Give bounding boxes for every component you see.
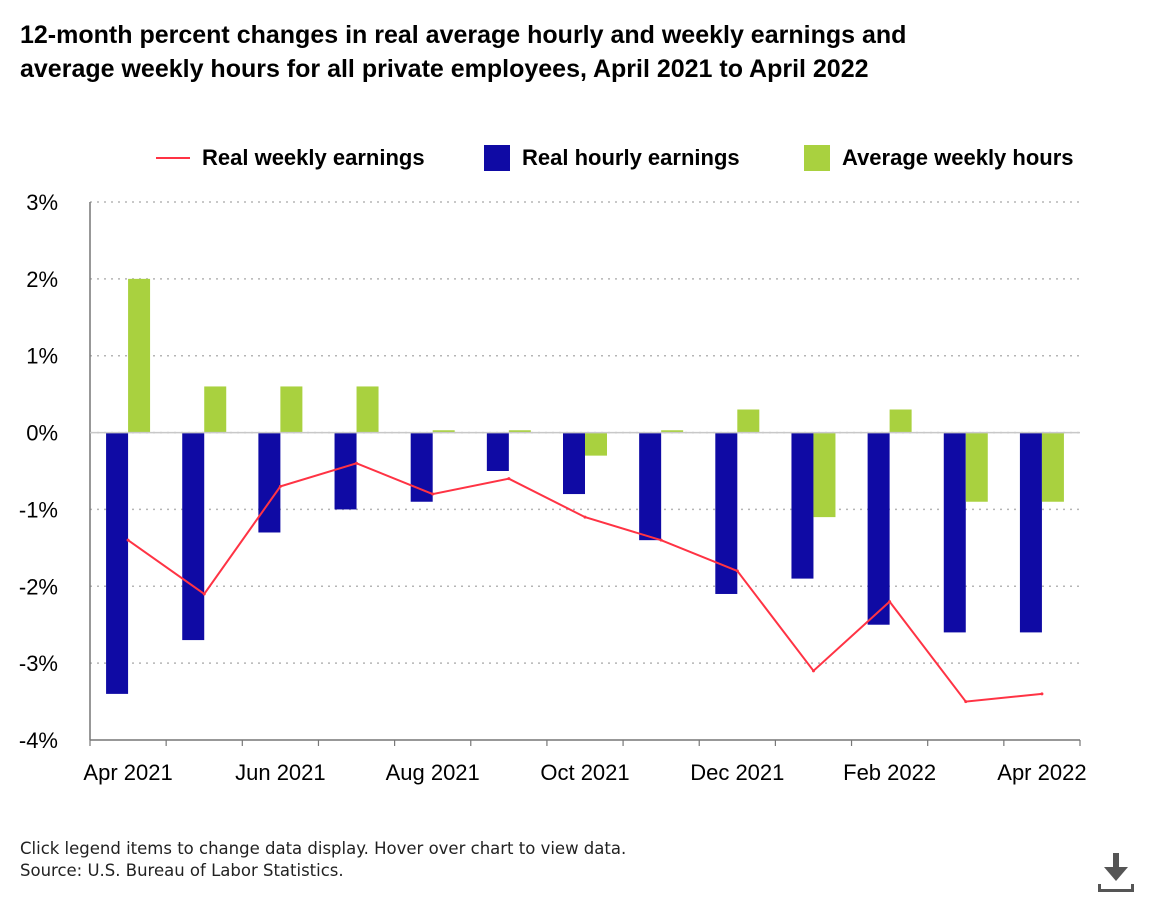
bar-average-weekly-hours[interactable]: [356, 386, 379, 433]
bar-average-weekly-hours[interactable]: [508, 430, 531, 433]
point-real-weekly-earnings[interactable]: [507, 477, 511, 481]
bar-average-weekly-hours[interactable]: [661, 430, 684, 433]
legend-label: Real hourly earnings: [522, 145, 740, 170]
bar-real-hourly-earnings[interactable]: [334, 432, 357, 510]
bar-real-hourly-earnings[interactable]: [715, 432, 738, 594]
point-real-weekly-earnings[interactable]: [202, 592, 206, 596]
chart-title-line-1: 12-month percent changes in real average…: [20, 21, 907, 49]
x-tick-label: Oct 2021: [540, 760, 629, 785]
legend-swatch-box: [804, 145, 830, 171]
legend-item-real-weekly-earnings[interactable]: Real weekly earnings: [156, 140, 425, 176]
bar-real-hourly-earnings[interactable]: [486, 432, 509, 471]
chart-title: 12-month percent changes in real average…: [20, 18, 1120, 86]
chart-footer: Click legend items to change data displa…: [20, 838, 626, 882]
bar-average-weekly-hours[interactable]: [432, 430, 455, 433]
legend-label: Average weekly hours: [842, 145, 1074, 170]
x-tick-label: Aug 2021: [386, 760, 480, 785]
point-real-weekly-earnings[interactable]: [431, 492, 435, 496]
bar-real-hourly-earnings[interactable]: [182, 432, 205, 641]
bar-average-weekly-hours[interactable]: [737, 409, 760, 433]
y-tick-label: 2%: [26, 267, 58, 292]
y-tick-label: -1%: [19, 497, 58, 522]
bar-real-hourly-earnings[interactable]: [410, 432, 433, 502]
x-tick-label: Feb 2022: [843, 760, 936, 785]
bar-average-weekly-hours[interactable]: [280, 386, 303, 433]
point-real-weekly-earnings[interactable]: [583, 515, 587, 519]
point-real-weekly-earnings[interactable]: [811, 669, 815, 673]
point-real-weekly-earnings[interactable]: [278, 484, 282, 488]
bar-real-hourly-earnings[interactable]: [1019, 432, 1042, 633]
x-tick-label: Dec 2021: [690, 760, 784, 785]
bar-average-weekly-hours[interactable]: [813, 432, 836, 518]
legend-item-real-hourly-earnings[interactable]: Real hourly earnings: [484, 140, 740, 176]
bar-real-hourly-earnings[interactable]: [258, 432, 281, 533]
x-tick-label: Apr 2022: [997, 760, 1086, 785]
footer-instructions: Click legend items to change data displa…: [20, 839, 627, 858]
y-tick-label: -3%: [19, 651, 58, 676]
bar-average-weekly-hours[interactable]: [965, 432, 988, 502]
bar-average-weekly-hours[interactable]: [889, 409, 912, 433]
point-real-weekly-earnings[interactable]: [126, 538, 130, 542]
point-real-weekly-earnings[interactable]: [1040, 692, 1044, 696]
chart-title-line-2: average weekly hours for all private emp…: [20, 55, 869, 83]
bar-real-hourly-earnings[interactable]: [791, 432, 814, 579]
point-real-weekly-earnings[interactable]: [735, 569, 739, 573]
x-tick-label: Apr 2021: [83, 760, 172, 785]
bar-real-hourly-earnings[interactable]: [639, 432, 662, 541]
download-icon[interactable]: [1094, 850, 1138, 894]
bar-real-hourly-earnings[interactable]: [943, 432, 966, 633]
point-real-weekly-earnings[interactable]: [888, 600, 892, 604]
point-real-weekly-earnings[interactable]: [964, 700, 968, 704]
chart-plot[interactable]: 3% 2% 1% 0% -1% -2% -3% -4% Apr 2021 Jun 2021 Aug …: [0, 180, 1160, 800]
legend-item-average-weekly-hours[interactable]: Average weekly hours: [804, 140, 1074, 176]
y-tick-label: 1%: [26, 344, 58, 369]
x-tick-label: Jun 2021: [235, 760, 326, 785]
legend-swatch-box: [484, 145, 510, 171]
point-real-weekly-earnings[interactable]: [659, 538, 663, 542]
bar-average-weekly-hours[interactable]: [204, 386, 227, 433]
footer-source: Source: U.S. Bureau of Labor Statistics.: [20, 861, 344, 880]
bar-average-weekly-hours[interactable]: [585, 432, 607, 456]
bar-real-hourly-earnings[interactable]: [106, 432, 129, 694]
legend-label: Real weekly earnings: [202, 145, 425, 170]
bar-average-weekly-hours[interactable]: [128, 278, 151, 433]
bar-real-hourly-earnings[interactable]: [867, 432, 890, 625]
y-tick-label: -2%: [19, 574, 58, 599]
bar-real-hourly-earnings[interactable]: [563, 432, 585, 495]
chart-legend: Real weekly earnings Real hourly earning…: [0, 140, 1160, 176]
bar-average-weekly-hours[interactable]: [1041, 432, 1064, 502]
y-tick-label: 3%: [26, 190, 58, 215]
point-real-weekly-earnings[interactable]: [355, 461, 359, 465]
legend-swatch-line: [156, 157, 190, 159]
y-tick-label: -4%: [19, 728, 58, 753]
y-tick-label: 0%: [26, 421, 58, 446]
